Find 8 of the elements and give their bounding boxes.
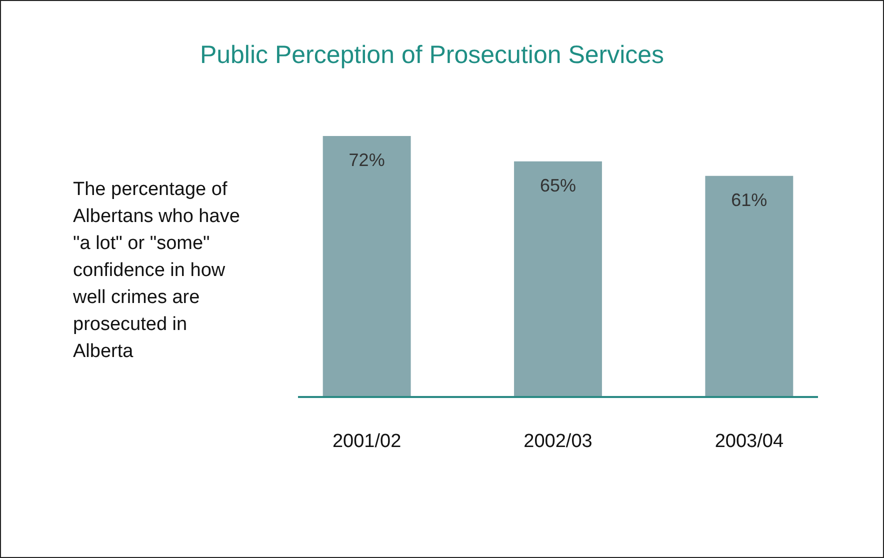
data-label: 65% <box>540 175 576 196</box>
x-tick-label: 2001/02 <box>332 431 402 452</box>
data-label: 72% <box>348 150 385 170</box>
x-tick-label: 2003/04 <box>714 431 784 452</box>
chart-title: Public Perception of Prosecution Services <box>200 41 664 69</box>
data-label: 61% <box>731 190 768 210</box>
text: The percentage of Albertans who have "a lot" or "some" confidence in how well crimes are prosecuted in Alberta <box>72 179 240 362</box>
x-tick-label: 2002/03 <box>524 431 592 452</box>
